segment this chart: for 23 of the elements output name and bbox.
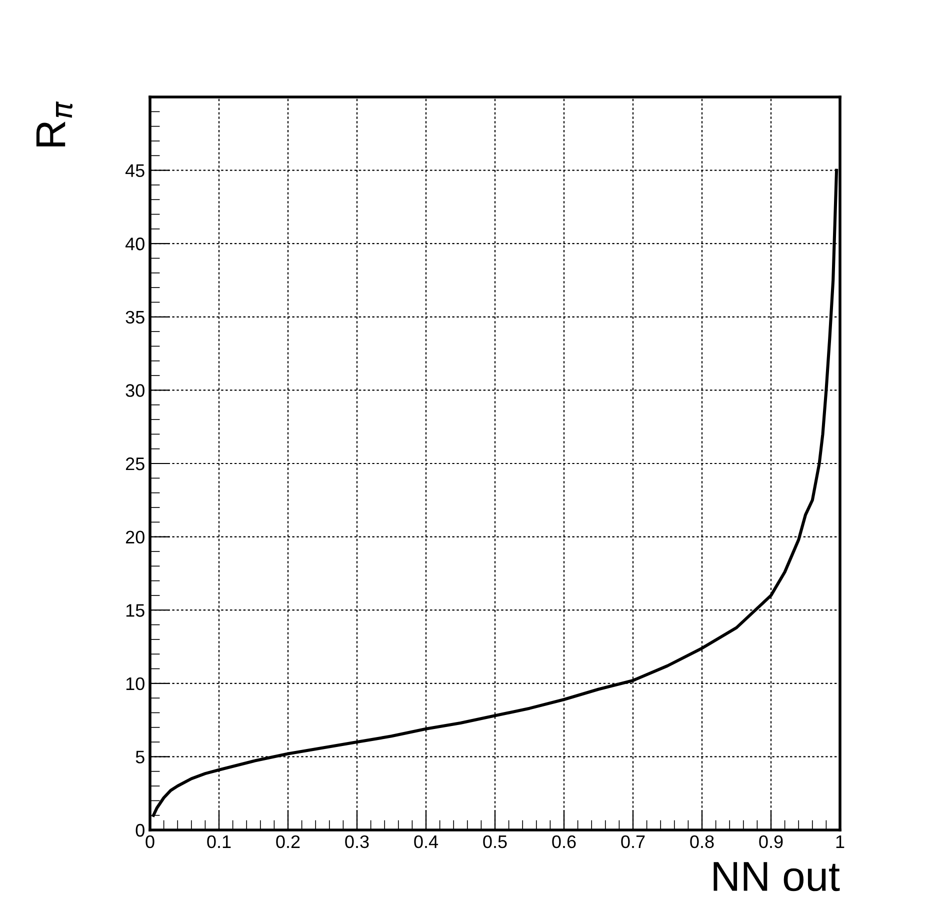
x-tick-label: 0.6 bbox=[552, 835, 576, 848]
x-tick-label: 0.4 bbox=[414, 835, 438, 848]
y-tick-label: 15 bbox=[126, 604, 144, 617]
x-tick-label: 0.1 bbox=[207, 835, 231, 848]
x-tick-label: 0 bbox=[146, 835, 154, 848]
x-tick-label: 0.3 bbox=[345, 835, 369, 848]
x-tick-label: 0.2 bbox=[276, 835, 300, 848]
y-tick-label: 35 bbox=[126, 310, 144, 324]
y-tick-label: 10 bbox=[126, 677, 144, 690]
x-tick-label: 0.5 bbox=[483, 835, 507, 848]
x-tick-label: 0.9 bbox=[759, 835, 783, 848]
y-tick-label: 40 bbox=[125, 238, 144, 250]
x-tick-label: 0.7 bbox=[621, 835, 645, 848]
y-tick-label: 20 bbox=[126, 530, 144, 544]
y-tick-label: 0 bbox=[136, 824, 144, 837]
x-axis-title: NN out bbox=[714, 862, 840, 892]
y-tick-label: 45 bbox=[125, 164, 144, 178]
y-tick-label: 30 bbox=[126, 384, 144, 397]
y-tick-label: 5 bbox=[136, 750, 144, 764]
x-tick-label: 0.8 bbox=[690, 835, 714, 848]
x-tick-label: 1 bbox=[836, 836, 844, 848]
y-tick-label: 25 bbox=[126, 457, 144, 470]
y-axis-title: R$_{π}$ bbox=[36, 101, 73, 146]
